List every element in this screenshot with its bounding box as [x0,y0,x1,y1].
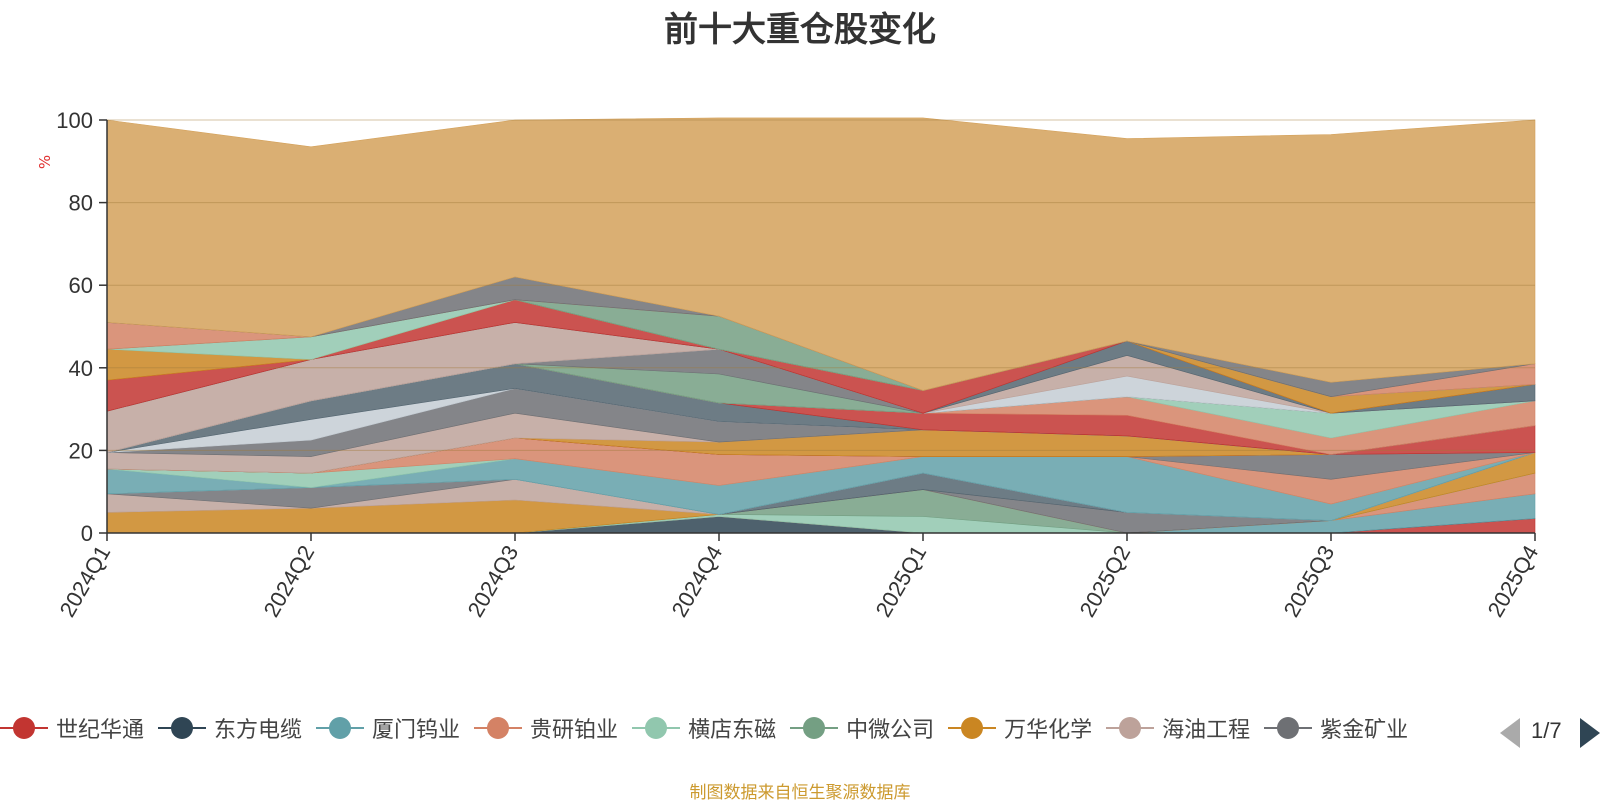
legend-marker-icon [1106,714,1155,742]
legend-label: 东方电缆 [214,718,303,743]
x-tick-label-6: 2025Q3 [1279,541,1340,621]
gridlines [107,119,1535,451]
legend-item[interactable]: 贵研铂业 [474,712,618,744]
legend-item[interactable]: 横店东磁 [632,712,776,744]
legend-item[interactable]: 东方电缆 [158,712,302,744]
legend-label: 世纪华通 [56,718,145,743]
legend-label: 贵研铂业 [530,718,619,743]
legend-marker-icon [790,714,839,742]
data-source-note: 制图数据来自恒生聚源数据库 [689,783,911,803]
legend-label: 厦门钨业 [372,718,461,743]
y-tick-label-0: 0 [81,521,93,546]
legend-next-page-icon[interactable] [1580,718,1600,748]
legend-marker-icon [1264,714,1313,742]
x-tick-label-1: 2024Q2 [259,541,320,621]
legend-item[interactable]: 中微公司 [790,712,934,744]
legend-marker-icon [632,714,681,742]
legend-marker-icon [948,714,997,742]
legend-label: 横店东磁 [688,718,777,743]
y-tick-label-1: 20 [69,438,93,463]
legend-page-indicator: 1/7 [1531,718,1562,743]
legend-label: 中微公司 [846,718,935,743]
chart-plot: 0 20 40 60 80 100 2024Q1 2024Q2 2024Q3 2024Q4 2025… [36,108,1544,621]
y-tick-label-5: 100 [56,108,93,133]
stacked-areas [106,117,1536,534]
y-tick-label-2: 40 [69,356,93,381]
legend-marker-icon [158,714,207,742]
legend-item[interactable]: 万华化学 [948,712,1092,744]
legend-item[interactable]: 厦门钨业 [316,712,460,744]
legend-marker-icon [0,714,48,742]
legend-label: 紫金矿业 [1320,718,1409,743]
legend-item[interactable]: 紫金矿业 [1264,712,1408,744]
chart-title: 前十大重仓股变化 [664,10,936,50]
legend-pager: 1/7 [1500,718,1600,758]
x-tick-label-5: 2025Q2 [1075,541,1136,621]
legend: 世纪华通 东方电缆 厦门钨业 贵研铂业 横店东磁 中微公司 万华化学 海油工程 紫金矿业 [0,712,1500,752]
x-tick-label-0: 2024Q1 [55,541,116,621]
area-series-35 [106,117,1536,391]
legend-prev-page-icon[interactable] [1500,718,1520,748]
y-tick-label-3: 60 [69,273,93,298]
y-axis-unit-label: % [36,155,54,169]
legend-item[interactable]: 海油工程 [1106,712,1250,744]
legend-marker-icon [474,714,523,742]
x-tick-label-4: 2025Q1 [871,541,932,621]
legend-label: 海油工程 [1162,718,1251,743]
legend-item[interactable]: 世纪华通 [0,712,144,744]
legend-label: 万华化学 [1004,718,1093,743]
y-tick-label-4: 80 [69,191,93,216]
x-tick-label-7: 2025Q4 [1483,541,1544,621]
x-tick-label-3: 2024Q4 [667,541,728,621]
x-tick-label-2: 2024Q3 [463,541,524,621]
legend-marker-icon [316,714,365,742]
